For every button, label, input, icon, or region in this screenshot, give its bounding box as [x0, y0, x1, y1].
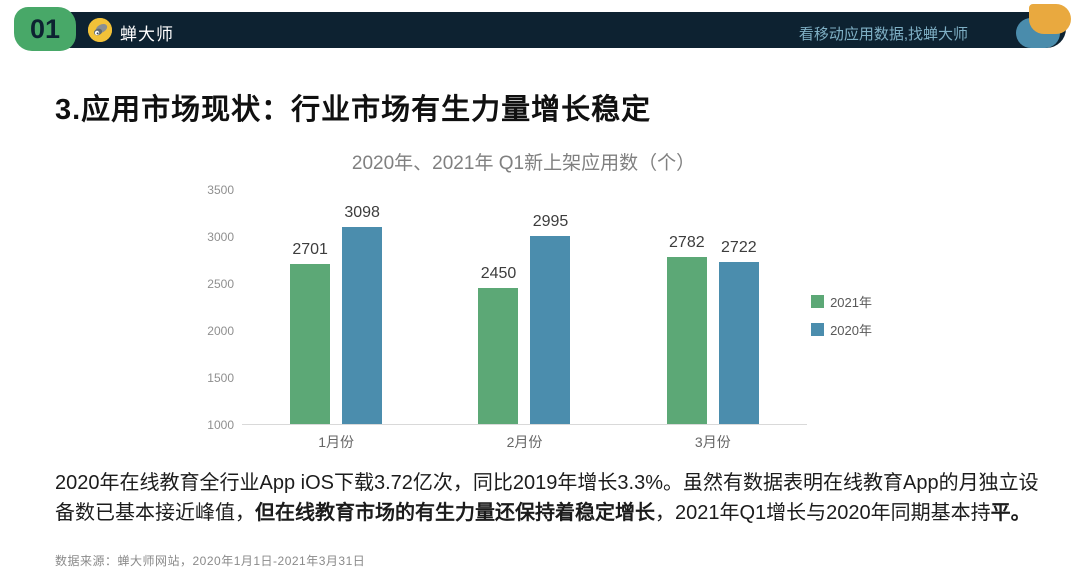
- summary-paragraph: 2020年在线教育全行业App iOS下载3.72亿次，同比2019年增长3.3…: [55, 468, 1045, 528]
- y-axis-tick: 3000: [207, 230, 234, 244]
- top-header: 01 蝉大师 看移动应用数据,找蝉大师: [0, 0, 1080, 60]
- paragraph-text: 2020年在线教育全行业App iOS下载3.72亿次，同比2019年增长3.3…: [55, 472, 1039, 524]
- y-axis-tick: 1500: [207, 371, 234, 385]
- bar-value-label: 3098: [344, 203, 380, 221]
- bar-group: 2782 2722 3月份: [666, 190, 759, 450]
- bar-2021年-3月份: [666, 256, 707, 424]
- page-number-badge: 01: [14, 7, 76, 51]
- header-bar: [57, 12, 1066, 48]
- bar-2020年-1月份: [342, 226, 383, 424]
- bar-column: 2782: [666, 190, 707, 424]
- legend-item: 2020年: [811, 320, 872, 339]
- brand-name: 蝉大师: [120, 25, 174, 44]
- legend-item: 2021年: [811, 292, 872, 311]
- bar-2021年-2月份: [478, 287, 519, 424]
- page-title: 3.应用市场现状：行业市场有生力量增长稳定: [55, 94, 652, 126]
- legend-label: 2020年: [830, 323, 872, 338]
- x-axis-label: 3月份: [694, 434, 731, 450]
- bar-value-label: 2782: [669, 233, 705, 251]
- y-axis-tick: 1000: [207, 418, 234, 432]
- cicada-logo-icon: [88, 18, 112, 42]
- bar-2021年-1月份: [290, 264, 331, 424]
- bar-group: 2450 2995 2月份: [478, 190, 571, 450]
- decor-yellow-shape: [1029, 4, 1071, 34]
- bar-2020年-3月份: [718, 262, 759, 424]
- header-tagline: 看移动应用数据,找蝉大师: [798, 26, 968, 43]
- bar-column: 2450: [478, 190, 519, 424]
- bar-value-label: 2722: [721, 239, 757, 257]
- y-axis-tick: 2500: [207, 277, 234, 291]
- bar-chart: 2020年、2021年 Q1新上架应用数（个） 1000 1500 2000 2500…: [200, 142, 880, 462]
- bar-value-label: 2995: [532, 213, 569, 231]
- y-axis-tick: 2000: [207, 324, 234, 338]
- legend-swatch: [811, 323, 825, 336]
- bar-column: 2701: [290, 190, 331, 424]
- bar-value-label: 2450: [480, 264, 517, 282]
- y-axis: 1000 1500 2000 2500 3000 3500: [200, 142, 234, 462]
- page-number: 01: [29, 13, 61, 44]
- bar-value-label: 2701: [292, 241, 328, 259]
- data-source-note: 数据来源：蝉大师网站，2020年1月1日-2021年3月31日: [55, 554, 366, 568]
- chart-title: 2020年、2021年 Q1新上架应用数（个）: [351, 153, 696, 174]
- chart-legend: 2021年 2020年: [811, 292, 872, 339]
- bar-group: 2701 3098 1月份: [290, 190, 383, 450]
- paragraph-text-bold: 平。: [990, 502, 1031, 524]
- bar-column: 2995: [530, 190, 571, 424]
- bar-2020年-2月份: [530, 236, 571, 424]
- legend-label: 2021年: [830, 295, 872, 310]
- x-axis-label: 2月份: [506, 434, 543, 450]
- x-axis-label: 1月份: [318, 434, 355, 450]
- y-axis-tick: 3500: [207, 183, 234, 197]
- bar-column: 3098: [342, 190, 383, 424]
- paragraph-text-bold: 但在线教育市场的有生力量还保持着稳定增长: [255, 502, 655, 524]
- plot-area: 2701 3098 1月份 2450 2995 2月份 2782 2722 3月份: [242, 190, 807, 450]
- paragraph-text: ，2021年Q1增长与2020年同期基本持: [655, 502, 991, 524]
- legend-swatch: [811, 295, 825, 308]
- bar-column: 2722: [718, 190, 759, 424]
